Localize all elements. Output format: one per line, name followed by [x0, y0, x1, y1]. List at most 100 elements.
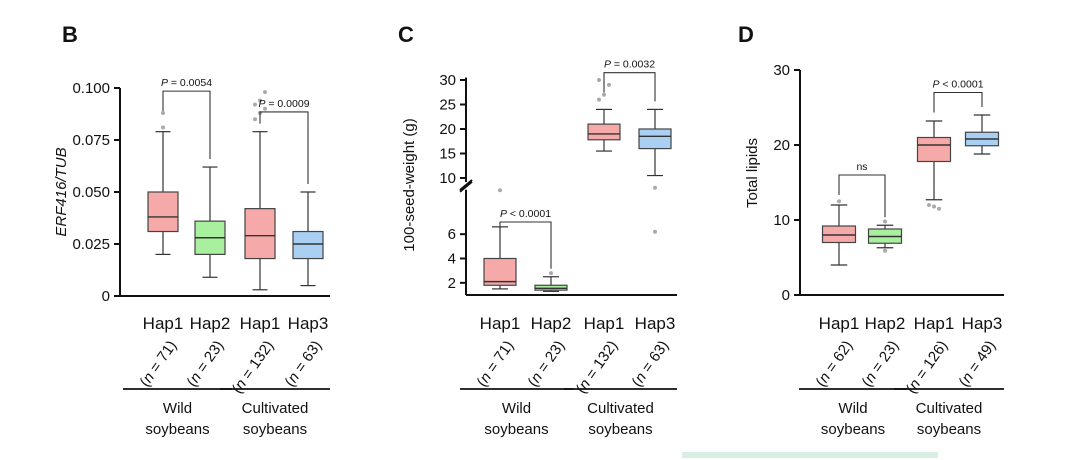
bracket-line — [603, 72, 656, 102]
box-1 — [483, 188, 517, 290]
box-2 — [867, 219, 903, 253]
outlier-point — [161, 125, 165, 130]
n-label: (n = 132) — [229, 338, 278, 397]
n-label: (n = 23) — [858, 338, 902, 390]
p-value-label: P < 0.0001 — [932, 79, 983, 91]
n-label: (n = 71) — [136, 338, 180, 390]
outlier-point — [258, 98, 262, 103]
group-label: Wild — [838, 400, 867, 417]
group-label: soybeans — [243, 421, 307, 438]
group-label: soybeans — [588, 421, 652, 438]
n-label: (n = 23) — [183, 338, 227, 390]
box-iqr — [483, 257, 517, 286]
box-1 — [147, 110, 179, 255]
n-label: (n = 71) — [473, 338, 517, 390]
box-iqr — [916, 136, 952, 163]
n-label: (n = 126) — [903, 338, 952, 397]
box-3 — [587, 78, 621, 152]
axis-break-mark — [459, 180, 473, 193]
significance-bracket: ns — [838, 161, 886, 218]
y-tick-label: 0.025 — [72, 236, 110, 253]
p-value-label: P = 0.0009 — [258, 98, 309, 110]
x-tick-label: Hap2 — [865, 314, 906, 333]
y-tick-label: 4 — [448, 251, 456, 268]
y-tick-label: 20 — [439, 121, 456, 138]
y-tick-label: 6 — [448, 226, 456, 243]
bracket-line — [162, 90, 211, 160]
bracket-line — [933, 91, 983, 113]
bracket-line — [499, 221, 552, 269]
y-tick-label: 30 — [439, 72, 456, 89]
y-tick-label: 0.100 — [72, 80, 110, 97]
y-tick-label: 25 — [439, 97, 456, 114]
significance-bracket: P = 0.0032 — [603, 59, 656, 102]
x-tick-label: Hap1 — [914, 314, 955, 333]
y-tick-label: 0.075 — [72, 132, 110, 149]
x-tick-label: Hap1 — [480, 314, 521, 333]
y-axis-label: Total lipids — [744, 138, 761, 208]
x-tick-label: Hap2 — [531, 314, 572, 333]
x-tick-label: Hap1 — [819, 314, 860, 333]
n-label: (n = 23) — [524, 338, 568, 390]
group-label: Wild — [502, 400, 531, 417]
significance-bracket: P = 0.0009 — [258, 98, 310, 184]
panel-letter: C — [398, 22, 414, 47]
y-tick-label: 10 — [439, 170, 456, 187]
outlier-point — [607, 82, 611, 87]
outlier-point — [883, 219, 887, 224]
significance-bracket: P < 0.0001 — [932, 79, 984, 113]
x-tick-label: Hap3 — [635, 314, 676, 333]
outlier-point — [937, 206, 941, 211]
outlier-point — [597, 97, 601, 102]
x-tick-label: Hap3 — [288, 314, 329, 333]
decorative-strip — [682, 452, 938, 458]
y-tick-label: 15 — [439, 146, 456, 163]
group-label: Cultivated — [916, 400, 983, 417]
significance-bracket: P < 0.0001 — [499, 208, 552, 269]
p-value-label: ns — [856, 161, 867, 173]
y-tick-label: 2 — [448, 275, 456, 292]
p-value-label: P = 0.0032 — [604, 59, 655, 71]
y-tick-label: 10 — [773, 212, 790, 229]
group-label: Cultivated — [242, 400, 309, 417]
p-value-label: P = 0.0054 — [161, 77, 212, 89]
outlier-point — [653, 185, 657, 190]
y-tick-label: 30 — [773, 62, 790, 79]
outlier-point — [253, 102, 257, 107]
outlier-point — [161, 110, 165, 115]
panel-letter: D — [738, 22, 754, 47]
box-3 — [244, 90, 276, 291]
outlier-point — [498, 188, 502, 193]
y-tick-label: 20 — [773, 137, 790, 154]
group-label: soybeans — [145, 421, 209, 438]
y-tick-label: 0 — [782, 287, 790, 304]
group-label: soybeans — [821, 421, 885, 438]
box-3 — [916, 120, 952, 211]
outlier-point — [883, 248, 887, 253]
significance-bracket: P = 0.0054 — [161, 77, 212, 160]
x-tick-label: Hap1 — [240, 314, 281, 333]
group-label: soybeans — [484, 421, 548, 438]
x-tick-label: Hap3 — [962, 314, 1003, 333]
y-axis — [794, 69, 1004, 296]
box-iqr — [147, 191, 179, 233]
outlier-point — [927, 203, 931, 207]
y-tick-label: 0.050 — [72, 184, 110, 201]
panel-d: D 0 10 20 30 Total lipids Hap1 (n = 62) Hap2 (n =… — [738, 22, 1004, 438]
outlier-point — [653, 229, 657, 234]
y-axis — [459, 77, 677, 296]
box-iqr — [292, 230, 324, 260]
box-1 — [821, 199, 857, 266]
group-label: soybeans — [917, 421, 981, 438]
x-tick-label: Hap1 — [143, 314, 184, 333]
group-label: Cultivated — [587, 400, 654, 417]
p-value-label: P < 0.0001 — [500, 208, 551, 220]
y-axis — [114, 87, 330, 297]
n-label: (n = 62) — [812, 338, 856, 390]
outlier-point — [837, 199, 841, 204]
outlier-point — [602, 92, 606, 97]
y-tick-label: 0 — [102, 288, 110, 305]
box-iqr — [821, 225, 857, 244]
